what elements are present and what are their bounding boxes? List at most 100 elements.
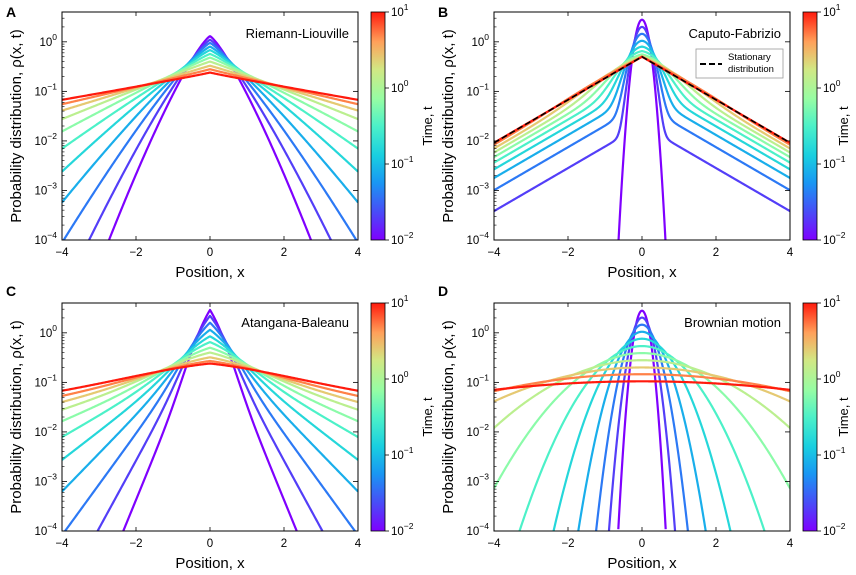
panel-a-cbticks: 10−2 10−1 100 101 xyxy=(385,2,414,247)
panel-c-series-6 xyxy=(62,346,358,423)
panel-d-letter: D xyxy=(438,283,448,299)
panel-d-xlabel: Position, x xyxy=(607,555,677,572)
panel-d-xtick-label: −4 xyxy=(487,538,501,550)
panel-d-title: Brownian motion xyxy=(684,315,781,330)
panel-d-frame xyxy=(493,302,791,532)
panel-d: D Brownian motion −4 −2 0 2 4 10−410−310−210… xyxy=(438,283,851,572)
panel-a-ytick-label: 100 xyxy=(39,32,57,49)
panel-a-series-1 xyxy=(87,38,333,240)
panel-b-stationary-line xyxy=(494,55,790,144)
panel-a-xtick-label: −4 xyxy=(55,247,69,259)
panel-a-series-3 xyxy=(62,45,358,204)
panel-c-xticks: −4 −2 0 2 4 xyxy=(55,303,362,550)
panel-c-xtick-label: −2 xyxy=(129,538,142,550)
panel-a-colorbar-label: Time, t xyxy=(420,106,435,146)
panel-a-yticks: 10−4 10−3 10−2 10−1 100 xyxy=(35,11,358,247)
panel-d-series-3 xyxy=(577,330,707,531)
panel-a-series-10 xyxy=(62,71,358,101)
panel-c-title: Atangana-Baleanu xyxy=(241,315,349,330)
panel-a-cbtick-label: 10−2 xyxy=(391,230,414,247)
panel-a-letter: A xyxy=(6,4,16,20)
panel-b-colorbar xyxy=(802,11,818,241)
panel-c-series-8 xyxy=(62,356,358,404)
panel-d-cbtick-label: 10−1 xyxy=(823,445,846,462)
panel-b-ytick-label: 10−1 xyxy=(467,81,490,98)
panel-c-series-4 xyxy=(62,335,358,461)
panel-c-ytick-label: 100 xyxy=(39,323,57,340)
panel-d-series-0 xyxy=(617,309,667,530)
panel-c-series-7 xyxy=(62,351,358,411)
panel-b-ytick-label: 10−3 xyxy=(467,180,490,197)
panel-a-xlabel: Position, x xyxy=(175,264,245,281)
panel-c-letter: C xyxy=(6,283,16,299)
panel-b-series-4 xyxy=(494,45,790,171)
panel-b-series-3 xyxy=(494,39,790,179)
panel-b-letter: B xyxy=(438,4,448,20)
panel-b-legend: Stationary distribution xyxy=(695,48,784,79)
panel-a-xtick-label: 2 xyxy=(281,247,287,259)
panel-b-series-5 xyxy=(494,50,790,164)
panel-d-series-10 xyxy=(494,380,790,391)
panel-b-series-2 xyxy=(494,32,790,192)
panel-a-xtick-label: 4 xyxy=(355,247,362,259)
panel-b-ytick-label: 10−4 xyxy=(467,230,490,247)
panel-c-ytick-label: 10−4 xyxy=(35,521,58,538)
panel-a-series-7 xyxy=(62,60,358,121)
panel-c-colorbar xyxy=(370,302,386,532)
panel-c-cbtick-label: 10−2 xyxy=(391,521,414,538)
panel-c-cbtick-label: 101 xyxy=(391,293,409,310)
panel-b-xtick-label: 2 xyxy=(713,247,719,259)
panel-c-ytick-label: 10−1 xyxy=(35,372,58,389)
panel-a-series-6 xyxy=(62,56,358,133)
panel-b-cbtick-label: 101 xyxy=(823,2,841,19)
panel-b-yticks: 10−4 10−3 10−2 10−1 100 xyxy=(467,11,790,247)
panel-b-ytick-label: 100 xyxy=(471,32,489,49)
panel-a-curves xyxy=(62,35,358,240)
panel-a-cbtick-label: 100 xyxy=(391,78,409,95)
panel-d-yticks: 10−4 10−3 10−2 10−1 100 xyxy=(467,302,790,538)
panel-a-series-5 xyxy=(62,52,358,150)
panel-b-title: Caputo-Fabrizio xyxy=(689,26,782,41)
panel-c-cbticks: 10−2 10−1 100 101 xyxy=(385,293,414,538)
panel-d-series-4 xyxy=(552,337,732,531)
panel-c-series-5 xyxy=(62,341,358,439)
panel-d-cbticks: 10−2 10−1 100 101 xyxy=(817,293,846,538)
panel-a-cbtick-label: 10−1 xyxy=(391,154,414,171)
panel-d-colorbar xyxy=(802,302,818,532)
panel-b-legend-text-2: distribution xyxy=(728,64,774,75)
panel-a-xticks: −4 −2 0 2 4 xyxy=(55,12,362,259)
panel-d-xticks: −4 −2 0 2 4 xyxy=(487,303,794,550)
panel-c-xtick-label: 2 xyxy=(281,538,287,550)
panel-c-series-2 xyxy=(63,321,357,531)
panel-a-colorbar xyxy=(370,11,386,241)
panel-b-cbtick-label: 10−1 xyxy=(823,154,846,171)
panel-b-series-6 xyxy=(494,53,790,159)
panel-d-xtick-label: 0 xyxy=(639,538,645,550)
panel-d-ylabel: Probability distribution, ρ(x, t) xyxy=(440,320,457,514)
panel-c-colorbar-label: Time, t xyxy=(420,397,435,437)
panel-c-series-0 xyxy=(122,308,298,531)
panel-d-series-2 xyxy=(594,323,690,531)
panel-d-ytick-label: 10−4 xyxy=(467,521,490,538)
panel-d-cbtick-label: 101 xyxy=(823,293,841,310)
panel-d-series-7 xyxy=(494,359,790,429)
panel-c-series-1 xyxy=(96,314,324,531)
panel-c-xtick-label: −4 xyxy=(55,538,69,550)
panel-b-xtick-label: −4 xyxy=(487,247,501,259)
panel-b-ytick-label: 10−2 xyxy=(467,131,490,148)
panel-d-xtick-label: 2 xyxy=(713,538,719,550)
panel-a-ytick-label: 10−1 xyxy=(35,81,58,98)
panel-d-ytick-label: 10−2 xyxy=(467,422,490,439)
panel-b-xtick-label: 0 xyxy=(639,247,645,259)
panel-c-ytick-label: 10−3 xyxy=(35,471,58,488)
panel-a-series-8 xyxy=(62,64,358,112)
panel-c: C Atangana-Baleanu −4 −2 0 2 4 10−410−310−21… xyxy=(6,283,435,572)
panel-d-ytick-label: 10−3 xyxy=(467,471,490,488)
panel-a-series-9 xyxy=(62,68,358,106)
panel-a-ytick-label: 10−2 xyxy=(35,131,58,148)
panel-c-series-3 xyxy=(62,328,358,493)
panel-a-title: Riemann-Liouville xyxy=(246,26,349,41)
panel-d-ytick-label: 10−1 xyxy=(467,372,490,389)
panel-b-xticks: −4 −2 0 2 4 xyxy=(487,12,794,259)
panel-d-colorbar-label: Time, t xyxy=(836,397,851,437)
